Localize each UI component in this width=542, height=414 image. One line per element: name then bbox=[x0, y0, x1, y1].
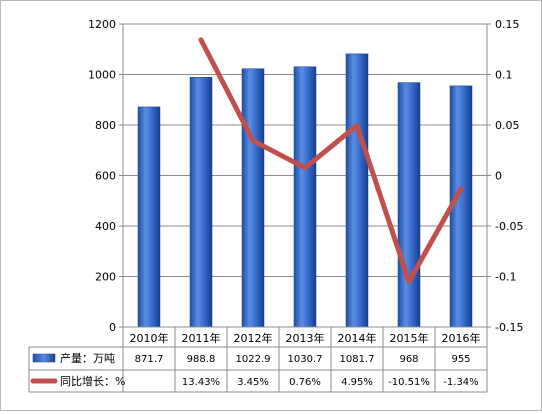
data-table: 2010年 2011年 2012年 2013年 2014年 2015年 2016年产量：万吨… bbox=[28, 326, 488, 393]
left-axis-tick-label: 0 bbox=[109, 321, 116, 334]
bar-2014年 bbox=[345, 53, 369, 328]
data-label-production: 988.8 bbox=[187, 354, 216, 365]
left-axis-tick-label: 1000 bbox=[88, 69, 116, 82]
x-axis-tick-label: 2016年 bbox=[442, 331, 481, 345]
right-axis-tick-label: 0 bbox=[495, 170, 502, 183]
bar-2013年 bbox=[293, 66, 317, 328]
x-axis-tick-label: 2014年 bbox=[338, 331, 377, 345]
data-label-production: 968 bbox=[399, 354, 418, 365]
x-axis-tick-label: 2011年 bbox=[182, 331, 221, 345]
left-axis-tick-label: 400 bbox=[95, 220, 116, 233]
data-label-growth: -1.34% bbox=[443, 377, 478, 388]
line-series bbox=[198, 37, 464, 285]
data-label-growth: 13.43% bbox=[182, 377, 220, 388]
data-label-production: 871.7 bbox=[135, 354, 164, 365]
data-label-growth: -10.51% bbox=[388, 377, 430, 388]
right-axis-tick-label: 0.15 bbox=[495, 18, 520, 31]
right-axis-tick-label: 0.1 bbox=[495, 69, 513, 82]
x-axis-tick-label: 2010年 bbox=[130, 331, 169, 345]
x-axis-tick-label: 2013年 bbox=[286, 331, 325, 345]
data-label-growth: 4.95% bbox=[341, 377, 373, 388]
bar-2011年 bbox=[189, 77, 213, 328]
x-axis-tick-label: 2012年 bbox=[234, 331, 273, 345]
left-axis-tick-label: 600 bbox=[95, 170, 116, 183]
growth-line bbox=[198, 37, 464, 285]
legend-label-production: 产量：万吨 bbox=[60, 351, 115, 365]
data-label-growth: 0.76% bbox=[289, 377, 321, 388]
legend-swatch-bar bbox=[32, 353, 56, 363]
data-label-production: 1022.9 bbox=[236, 354, 271, 365]
axes: 0 200 400 600 800 1000 1200 -0.15 -0.1 -0.05 0 0.05… bbox=[88, 18, 523, 334]
bar-2010年 bbox=[137, 106, 161, 328]
x-axis-tick-label: 2015年 bbox=[390, 331, 429, 345]
right-axis-tick-label: 0.05 bbox=[495, 119, 520, 132]
data-label-growth: 3.45% bbox=[237, 377, 269, 388]
data-label-production: 1081.7 bbox=[340, 354, 375, 365]
right-axis-tick-label: -0.1 bbox=[495, 271, 516, 284]
bar-2015年 bbox=[397, 82, 421, 328]
right-axis-tick-label: -0.05 bbox=[495, 220, 523, 233]
right-axis-tick-label: -0.15 bbox=[495, 321, 523, 334]
data-label-production: 955 bbox=[451, 354, 470, 365]
left-axis-tick-label: 200 bbox=[95, 271, 116, 284]
bar-series bbox=[137, 53, 473, 328]
left-axis-tick-label: 800 bbox=[95, 119, 116, 132]
left-axis-tick-label: 1200 bbox=[88, 18, 116, 31]
bar-2012年 bbox=[241, 68, 265, 328]
legend-label-growth: 同比增长：% bbox=[60, 374, 125, 388]
data-label-production: 1030.7 bbox=[288, 354, 323, 365]
